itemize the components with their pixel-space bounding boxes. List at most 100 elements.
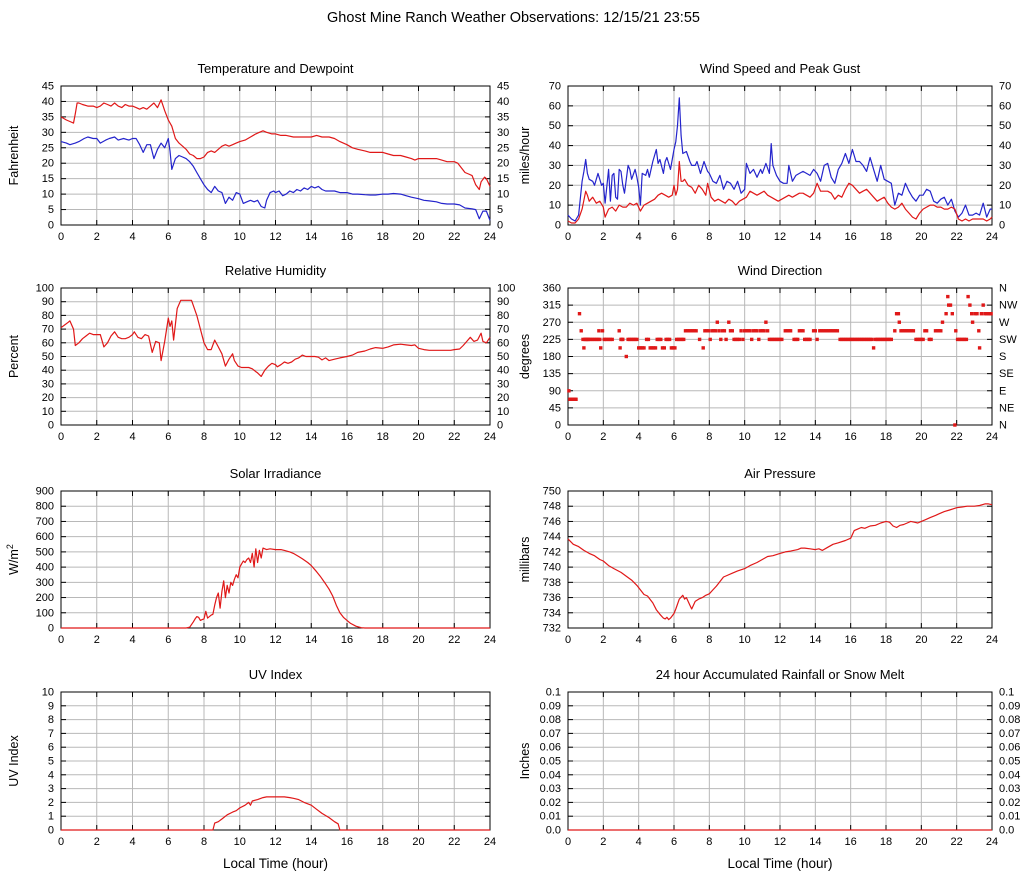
y-tick-label: 750 (543, 486, 561, 498)
y-tick-label: 0.06 (540, 742, 561, 754)
x-tick-label: 10 (234, 431, 246, 443)
y-tick-label-right: 0.09 (999, 700, 1020, 712)
y-tick-label: 300 (36, 577, 54, 589)
x-tick-label: 2 (94, 836, 100, 848)
x-tick-label: 14 (809, 836, 821, 848)
y-tick-label: 15 (42, 173, 54, 185)
x-tick-label: 10 (234, 634, 246, 646)
x-tick-label: 6 (165, 836, 171, 848)
x-tick-label: 4 (636, 836, 642, 848)
x-tick-label: 10 (739, 431, 751, 443)
plot-border (60, 490, 491, 629)
y-tick-label: 736 (543, 592, 561, 604)
x-tick-label: 24 (484, 231, 496, 243)
x-tick-label: 24 (484, 634, 496, 646)
y-axis-label: miles/hour (518, 127, 532, 185)
y-tick-label: 10 (42, 687, 54, 699)
y-tick-label: 225 (543, 334, 561, 346)
x-tick-label: 24 (986, 231, 998, 243)
y-tick-label: 10 (42, 406, 54, 418)
grid (568, 288, 992, 425)
x-tick-label: 12 (774, 634, 786, 646)
x-tick-label: 20 (412, 634, 424, 646)
x-tick-label: 6 (165, 231, 171, 243)
y-tick-label-right: NE (999, 402, 1014, 414)
x-tick-label: 16 (341, 634, 353, 646)
y-tick-label-right: 20 (999, 180, 1011, 192)
y-tick-label: 0.1 (546, 687, 561, 699)
peak-gust-line (567, 97, 992, 222)
y-axis-label: Fahrenheit (7, 125, 21, 185)
y-tick-label: 734 (543, 607, 561, 619)
dewpoint-line (60, 136, 491, 221)
x-tick-label: 8 (706, 836, 712, 848)
y-tick-label: 400 (36, 562, 54, 574)
y-tick-label: 500 (36, 546, 54, 558)
x-tick-label: 12 (269, 634, 281, 646)
y-tick-label: 40 (42, 365, 54, 377)
x-tick-label: 10 (739, 836, 751, 848)
x-tick-label: 14 (809, 231, 821, 243)
x-tick-label: 20 (412, 836, 424, 848)
y-tick-label: 0.09 (540, 700, 561, 712)
y-tick-label-right: 40 (497, 365, 509, 377)
y-tick-label-right: SW (999, 334, 1017, 346)
y-axis-label: millibars (518, 537, 532, 583)
air-pressure-plot: 0 2 4 6 8 10 12 14 16 18 20 22 247327347367387407427… (518, 466, 998, 646)
y-tick-label: 40 (549, 140, 561, 152)
y-tick-label: 80 (42, 310, 54, 322)
x-tick-label: 0 (565, 431, 571, 443)
x-tick-label: 14 (305, 431, 317, 443)
y-tick-label: 30 (549, 160, 561, 172)
grid (61, 692, 490, 830)
y-tick-label: 0.02 (540, 797, 561, 809)
y-tick-label-right: 5 (497, 204, 503, 216)
plot-border (567, 85, 993, 226)
y-tick-label: 0 (48, 420, 54, 432)
y-tick-label: 0 (48, 623, 54, 635)
y-tick-label: 744 (543, 531, 561, 543)
y-tick-label: 0.07 (540, 728, 561, 740)
x-tick-label: 22 (951, 231, 963, 243)
y-tick-label-right: 0.04 (999, 769, 1020, 781)
x-tick-label: 16 (845, 836, 857, 848)
y-tick-label-right: 0.08 (999, 714, 1020, 726)
x-tick-label: 14 (305, 836, 317, 848)
y-tick-label-right: 40 (999, 140, 1011, 152)
x-tick-label: 18 (880, 431, 892, 443)
chart-uv-index: 0 2 4 6 8 10 12 14 16 18 20 22 24 0 1 2 3 4 5 6 7 8 9 10 UV Inde… (0, 658, 513, 878)
x-tick-label: 18 (377, 431, 389, 443)
x-tick-label: 4 (129, 634, 135, 646)
y-tick-label: 50 (42, 351, 54, 363)
x-tick-label: 24 (986, 836, 998, 848)
solar-irradiance-plot: 0 2 4 6 8 10 12 14 16 18 20 22 240100200300400500600… (5, 466, 496, 646)
y-tick-label: 0.01 (540, 811, 561, 823)
x-tick-label: 0 (565, 836, 571, 848)
chart-title: UV Index (249, 667, 303, 682)
y-tick-label-right: 0.01 (999, 811, 1020, 823)
y-tick-label: 40 (42, 96, 54, 108)
wind-direction-points (567, 294, 993, 427)
x-tick-label: 0 (565, 231, 571, 243)
x-tick-label: 24 (986, 431, 998, 443)
y-tick-label-right: 60 (999, 100, 1011, 112)
y-tick-label-right: 70 (497, 324, 509, 336)
y-tick-label-right: 20 (497, 158, 509, 170)
x-tick-label: 14 (809, 634, 821, 646)
y-tick-label: 732 (543, 623, 561, 635)
y-tick-label: 3 (48, 783, 54, 795)
y-tick-label: 2 (48, 797, 54, 809)
x-tick-label: 20 (915, 634, 927, 646)
y-tick-label-right: 10 (497, 406, 509, 418)
y-tick-label: 9 (48, 700, 54, 712)
rainfall-snowmelt-plot: 0 2 4 6 8 10 12 14 16 18 20 22 240.0 0.00.01 0.010.02 0… (518, 667, 1020, 871)
y-tick-label: 600 (36, 531, 54, 543)
y-tick-label-right: 30 (497, 378, 509, 390)
y-tick-label-right: 20 (497, 392, 509, 404)
chart-wind-speed-peak-gust: 0 2 4 6 8 10 12 14 16 18 20 22 24 0 0 10 10 20 20 30 30 40 40 5… (513, 52, 1027, 252)
y-tick-label: 20 (42, 158, 54, 170)
x-tick-label: 18 (377, 634, 389, 646)
y-tick-label: 135 (543, 368, 561, 380)
